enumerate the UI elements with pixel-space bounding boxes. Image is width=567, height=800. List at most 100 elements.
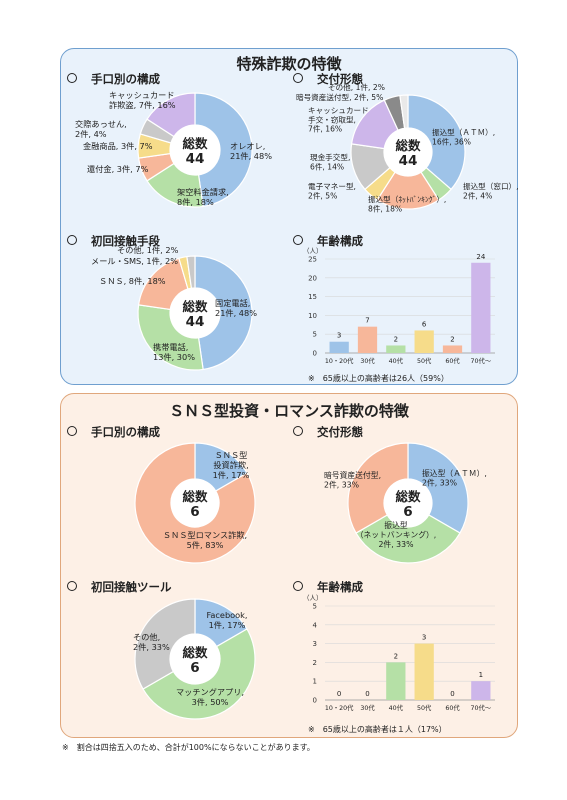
slice-label: メール・SMS, 1件, 2%	[91, 256, 178, 266]
x-tick-label: 30代	[360, 356, 375, 365]
donut-center-total: 44	[186, 151, 205, 167]
fraud-features-panel: 特殊詐欺の特徴	[60, 48, 518, 385]
bar	[414, 330, 434, 353]
section-heading: 初回接触手段	[67, 233, 160, 249]
x-tick-label: 10・20代	[325, 356, 354, 365]
bar-value-label: 0	[450, 690, 454, 698]
panel-title: ＳＮＳ型投資・ロマンス詐欺の特徴	[169, 402, 409, 420]
bar-value-label: 24	[476, 253, 485, 261]
circle-bullet-icon	[67, 235, 77, 245]
bar	[386, 345, 406, 353]
donut-center-label: 総数	[182, 299, 208, 314]
donut-center-total: 44	[186, 314, 205, 330]
y-tick-label: 1	[313, 678, 317, 686]
slice-label: キャッシュカード詐欺盗, 7件, 16%	[109, 90, 176, 110]
slice-label: 振込型（ﾈｯﾄﾊﾞﾝｷﾝｸﾞ）, 8件, 18%	[368, 194, 446, 213]
slice-label: 暗号資産送付型, 2件, 33%	[324, 470, 381, 490]
slice-label: ＳＮＳ型投資詐欺, 1件, 17%	[213, 450, 250, 480]
section-heading: 年齢構成	[293, 233, 363, 249]
donut-center-total: 6	[190, 660, 199, 676]
donut-hole	[170, 125, 220, 175]
age-note: ※ 65歳以上の高齢者は１人（17%）	[308, 725, 447, 734]
bar	[386, 662, 406, 700]
section-heading: 手口別の構成	[67, 424, 160, 440]
circle-bullet-icon	[293, 426, 303, 436]
sns-fraud-features-panel: ＳＮＳ型投資・ロマンス詐欺の特徴	[60, 393, 518, 738]
y-tick-label: 25	[308, 256, 317, 264]
x-tick-label: 70代～	[471, 703, 492, 712]
contact-donut-chart: 総数6 Facebook, 1件, 17% マッチングアプリ, 3件, 50% その他, 2…	[133, 598, 256, 720]
y-tick-label: 3	[313, 640, 317, 648]
x-tick-label: 60代	[445, 703, 460, 712]
delivery-donut-chart: 総数6 振込型（ＡＴＭ）, 2件, 33% 振込型（ネットバンキング）, 2件, 33%…	[324, 442, 487, 564]
donut-center-total: 6	[190, 504, 199, 520]
slice-label: 振込型（ＡＴＭ）, 2件, 33%	[422, 468, 487, 488]
slice-label: 振込型（窓口）, 2件, 4%	[463, 181, 519, 200]
bar	[329, 341, 349, 353]
x-tick-label: 40代	[389, 703, 404, 712]
slice-label: 固定電話, 21件, 48%	[215, 298, 257, 318]
donut-center-label: 総数	[395, 138, 421, 153]
x-tick-label: 50代	[417, 356, 432, 365]
donut-center-total: 6	[403, 504, 412, 520]
x-tick-label: 50代	[417, 703, 432, 712]
footnote: ※ 割合は四捨五入のため、合計が100%にならないことがあります。	[62, 743, 315, 752]
y-tick-label: 4	[313, 621, 318, 629]
y-tick-label: 15	[308, 293, 317, 301]
x-tick-label: 70代～	[471, 356, 492, 365]
section-heading: 交付形態	[293, 71, 363, 87]
bar-value-label: 7	[365, 317, 369, 325]
age-note: ※ 65歳以上の高齢者は26人（59%）	[308, 374, 449, 383]
circle-bullet-icon	[293, 235, 303, 245]
slice-label: 振込型（ＡＴＭ）, 16件, 36%	[432, 127, 495, 146]
slice-label: 現金手交型, 6件, 14%	[310, 152, 350, 171]
slice-label: 振込型（ネットバンキング）, 2件, 33%	[356, 520, 437, 549]
slice-label: 還付金, 3件, 7%	[87, 164, 149, 174]
donut-hole	[170, 634, 220, 684]
x-tick-label: 30代	[360, 703, 375, 712]
x-tick-label: 40代	[389, 356, 404, 365]
donut-hole	[170, 288, 220, 338]
method-donut-chart: 総数6 ＳＮＳ型投資詐欺, 1件, 17% ＳＮＳ型ロマンス詐欺, 5件, 83%	[134, 442, 256, 564]
bar-value-label: 6	[422, 320, 427, 328]
age-bar-chart: （人） 0 1 2 3 4 5 0 10・20代 0 30代 2 40代 3 50代 0 60代 1 70代～	[303, 594, 495, 712]
panel-title: 特殊詐欺の特徴	[236, 55, 342, 73]
donut-center-label: 総数	[182, 136, 208, 151]
y-tick-label: 0	[313, 350, 317, 358]
slice-label: 携帯電話, 13件, 30%	[153, 342, 195, 362]
donut-center-label: 総数	[182, 489, 208, 504]
circle-bullet-icon	[67, 73, 77, 83]
bar-value-label: 0	[365, 690, 369, 698]
slice-label: ＳＮＳ, 8件, 18%	[99, 276, 166, 286]
donut-center-total: 44	[399, 153, 418, 169]
section-heading: 初回接触ツール	[67, 579, 172, 595]
y-tick-label: 5	[313, 603, 317, 611]
x-tick-label: 60代	[445, 356, 460, 365]
y-axis-label: （人）	[303, 594, 323, 602]
age-bar-chart: （人） 0 5 10 15 20 25 3 10・20代 7 30代 2 40代 6 50代 2 60代 24 70…	[303, 247, 495, 365]
slice-label: 電子マネー型, 2件, 5%	[308, 182, 356, 200]
donut-hole	[384, 479, 432, 527]
bar	[357, 326, 378, 353]
circle-bullet-icon	[67, 426, 77, 436]
donut-hole	[384, 128, 432, 176]
y-tick-label: 0	[313, 697, 317, 705]
y-tick-label: 10	[308, 312, 317, 320]
slice-label: 交際あっせん, 2件, 4%	[75, 119, 127, 139]
bar-value-label: 2	[394, 652, 398, 660]
bar-value-label: 0	[337, 690, 341, 698]
y-tick-label: 20	[308, 274, 317, 282]
circle-bullet-icon	[293, 581, 303, 591]
bar-value-label: 1	[479, 671, 483, 679]
bar-value-label: 2	[394, 335, 398, 343]
slice-label: その他, 1件, 2%	[117, 245, 179, 255]
bar-value-label: 3	[337, 332, 341, 340]
bar	[471, 262, 491, 353]
circle-bullet-icon	[293, 73, 303, 83]
slice-label: Facebook, 1件, 17%	[206, 610, 247, 630]
section-heading: 手口別の構成	[67, 71, 160, 87]
slice-label: その他, 1件, 2%	[328, 82, 385, 92]
